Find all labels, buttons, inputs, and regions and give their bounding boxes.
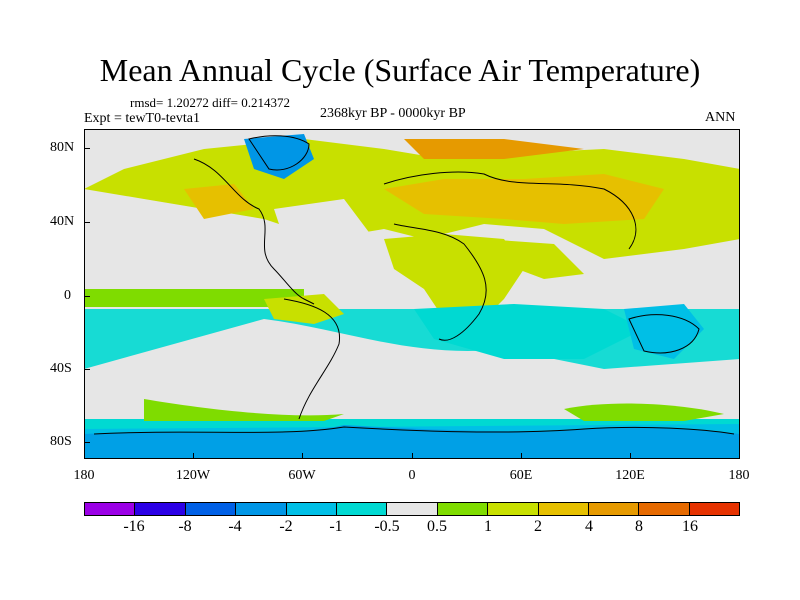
plot-title: Mean Annual Cycle (Surface Air Temperatu…: [99, 52, 701, 88]
colorbar-swatch: [135, 503, 186, 515]
map-field-svg: [84, 129, 740, 459]
y-axis-label: 40S: [50, 361, 72, 376]
y-tick: [84, 442, 90, 443]
colorbar-swatch: [336, 503, 388, 515]
x-tick: [302, 453, 303, 459]
experiment-label: Expt = tewT0-tevta1: [84, 111, 200, 126]
y-tick: [84, 148, 90, 149]
colorbar-swatch: [437, 503, 489, 515]
colorbar-label: -2: [279, 518, 293, 535]
x-tick: [412, 453, 413, 459]
colorbar-swatch: [387, 503, 438, 515]
x-axis-label: 180: [728, 468, 750, 483]
x-axis-label: 0: [408, 468, 416, 483]
rmsd-diff-stats: rmsd= 1.20272 diff= 0.214372: [130, 95, 290, 110]
colorbar-swatch: [689, 503, 740, 515]
colorbar-label: 16: [682, 518, 698, 535]
colorbar-label: -1: [329, 518, 343, 535]
colorbar-label: -16: [123, 518, 145, 535]
colorbar-label: -4: [228, 518, 242, 535]
colorbar-label: -8: [178, 518, 192, 535]
y-tick: [84, 369, 90, 370]
season-label: ANN: [705, 110, 736, 125]
colorbar-swatch: [538, 503, 589, 515]
colorbar: [84, 502, 740, 516]
y-tick: [84, 222, 90, 223]
x-axis-label: 60W: [288, 468, 316, 483]
colorbar-swatch: [286, 503, 337, 515]
colorbar-swatch: [236, 503, 287, 515]
colorbar-swatch: [85, 503, 136, 515]
x-axis-label: 60E: [509, 468, 533, 483]
colorbar-swatch: [488, 503, 539, 515]
y-axis-label: 0: [64, 288, 71, 303]
y-axis-label: 40N: [50, 214, 75, 229]
colorbar-swatch: [588, 503, 640, 515]
x-axis-label: 120W: [175, 468, 211, 483]
y-axis-label: 80S: [50, 434, 72, 449]
y-axis-label: 80N: [50, 140, 75, 155]
x-axis-label: 180: [73, 468, 95, 483]
colorbar-label: 4: [585, 518, 593, 535]
map-frame: [84, 129, 740, 459]
x-tick: [193, 453, 194, 459]
temperature-anomaly-map: [84, 129, 740, 459]
colorbar-label: 8: [635, 518, 643, 535]
x-axis-label: 120E: [615, 468, 645, 483]
y-tick: [84, 296, 90, 297]
x-tick: [630, 453, 631, 459]
colorbar-label: 0.5: [427, 518, 447, 535]
colorbar-label: 2: [534, 518, 542, 535]
colorbar-swatch: [639, 503, 690, 515]
x-tick: [521, 453, 522, 459]
period-label: 2368kyr BP - 0000kyr BP: [320, 106, 466, 121]
colorbar-swatch: [185, 503, 237, 515]
colorbar-label: 1: [484, 518, 492, 535]
colorbar-label: -0.5: [374, 518, 400, 535]
